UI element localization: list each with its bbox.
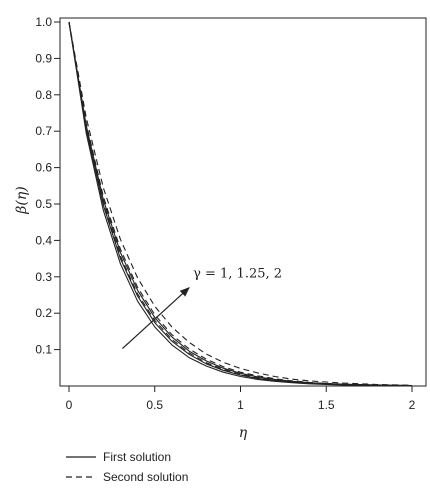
y-tick-label: 0.6 xyxy=(35,161,52,175)
x-tick-label: 1 xyxy=(237,398,244,412)
y-tick-label: 0.8 xyxy=(35,88,52,102)
y-axis-title: β(η) xyxy=(14,186,30,214)
legend-label-second-solution: Second solution xyxy=(103,470,188,484)
second-solution-line-gamma-2 xyxy=(68,21,413,386)
x-tick-label: 0.5 xyxy=(146,398,163,412)
first-solution-line-gamma-1-25 xyxy=(68,21,413,387)
second-solution-line-gamma-1-25 xyxy=(68,21,413,387)
y-tick-label: 1.0 xyxy=(35,15,52,29)
y-tick-label: 0.7 xyxy=(35,124,52,138)
first-solution-line-gamma-2 xyxy=(68,21,413,387)
y-tick-label: 0.9 xyxy=(35,51,52,65)
x-tick-label: 1.5 xyxy=(318,398,335,412)
y-tick-label: 0.2 xyxy=(35,306,52,320)
x-axis-ticks: 0 0.5 1 1.5 2 xyxy=(66,386,416,412)
series-layer xyxy=(68,21,413,387)
legend-label-first-solution: First solution xyxy=(103,450,171,464)
annotation-label: γ = 1, 1.25, 2 xyxy=(193,267,282,282)
x-tick-label: 0 xyxy=(66,398,73,412)
second-solution-line-gamma-1 xyxy=(68,21,413,387)
y-tick-label: 0.4 xyxy=(35,233,52,247)
y-tick-label: 0.5 xyxy=(35,197,52,211)
y-tick-label: 0.3 xyxy=(35,270,52,284)
annotation-arrow xyxy=(121,287,190,350)
plot-frame xyxy=(59,17,427,387)
legend: First solution Second solution xyxy=(66,450,188,484)
x-tick-label: 2 xyxy=(409,398,416,412)
x-axis-title: η xyxy=(239,425,248,441)
y-axis-ticks: 0.1 0.2 0.3 0.4 0.5 0.6 0.7 0.8 0.9 1.0 xyxy=(35,15,60,357)
y-tick-label: 0.1 xyxy=(35,343,52,357)
first-solution-line-gamma-1 xyxy=(68,21,413,387)
